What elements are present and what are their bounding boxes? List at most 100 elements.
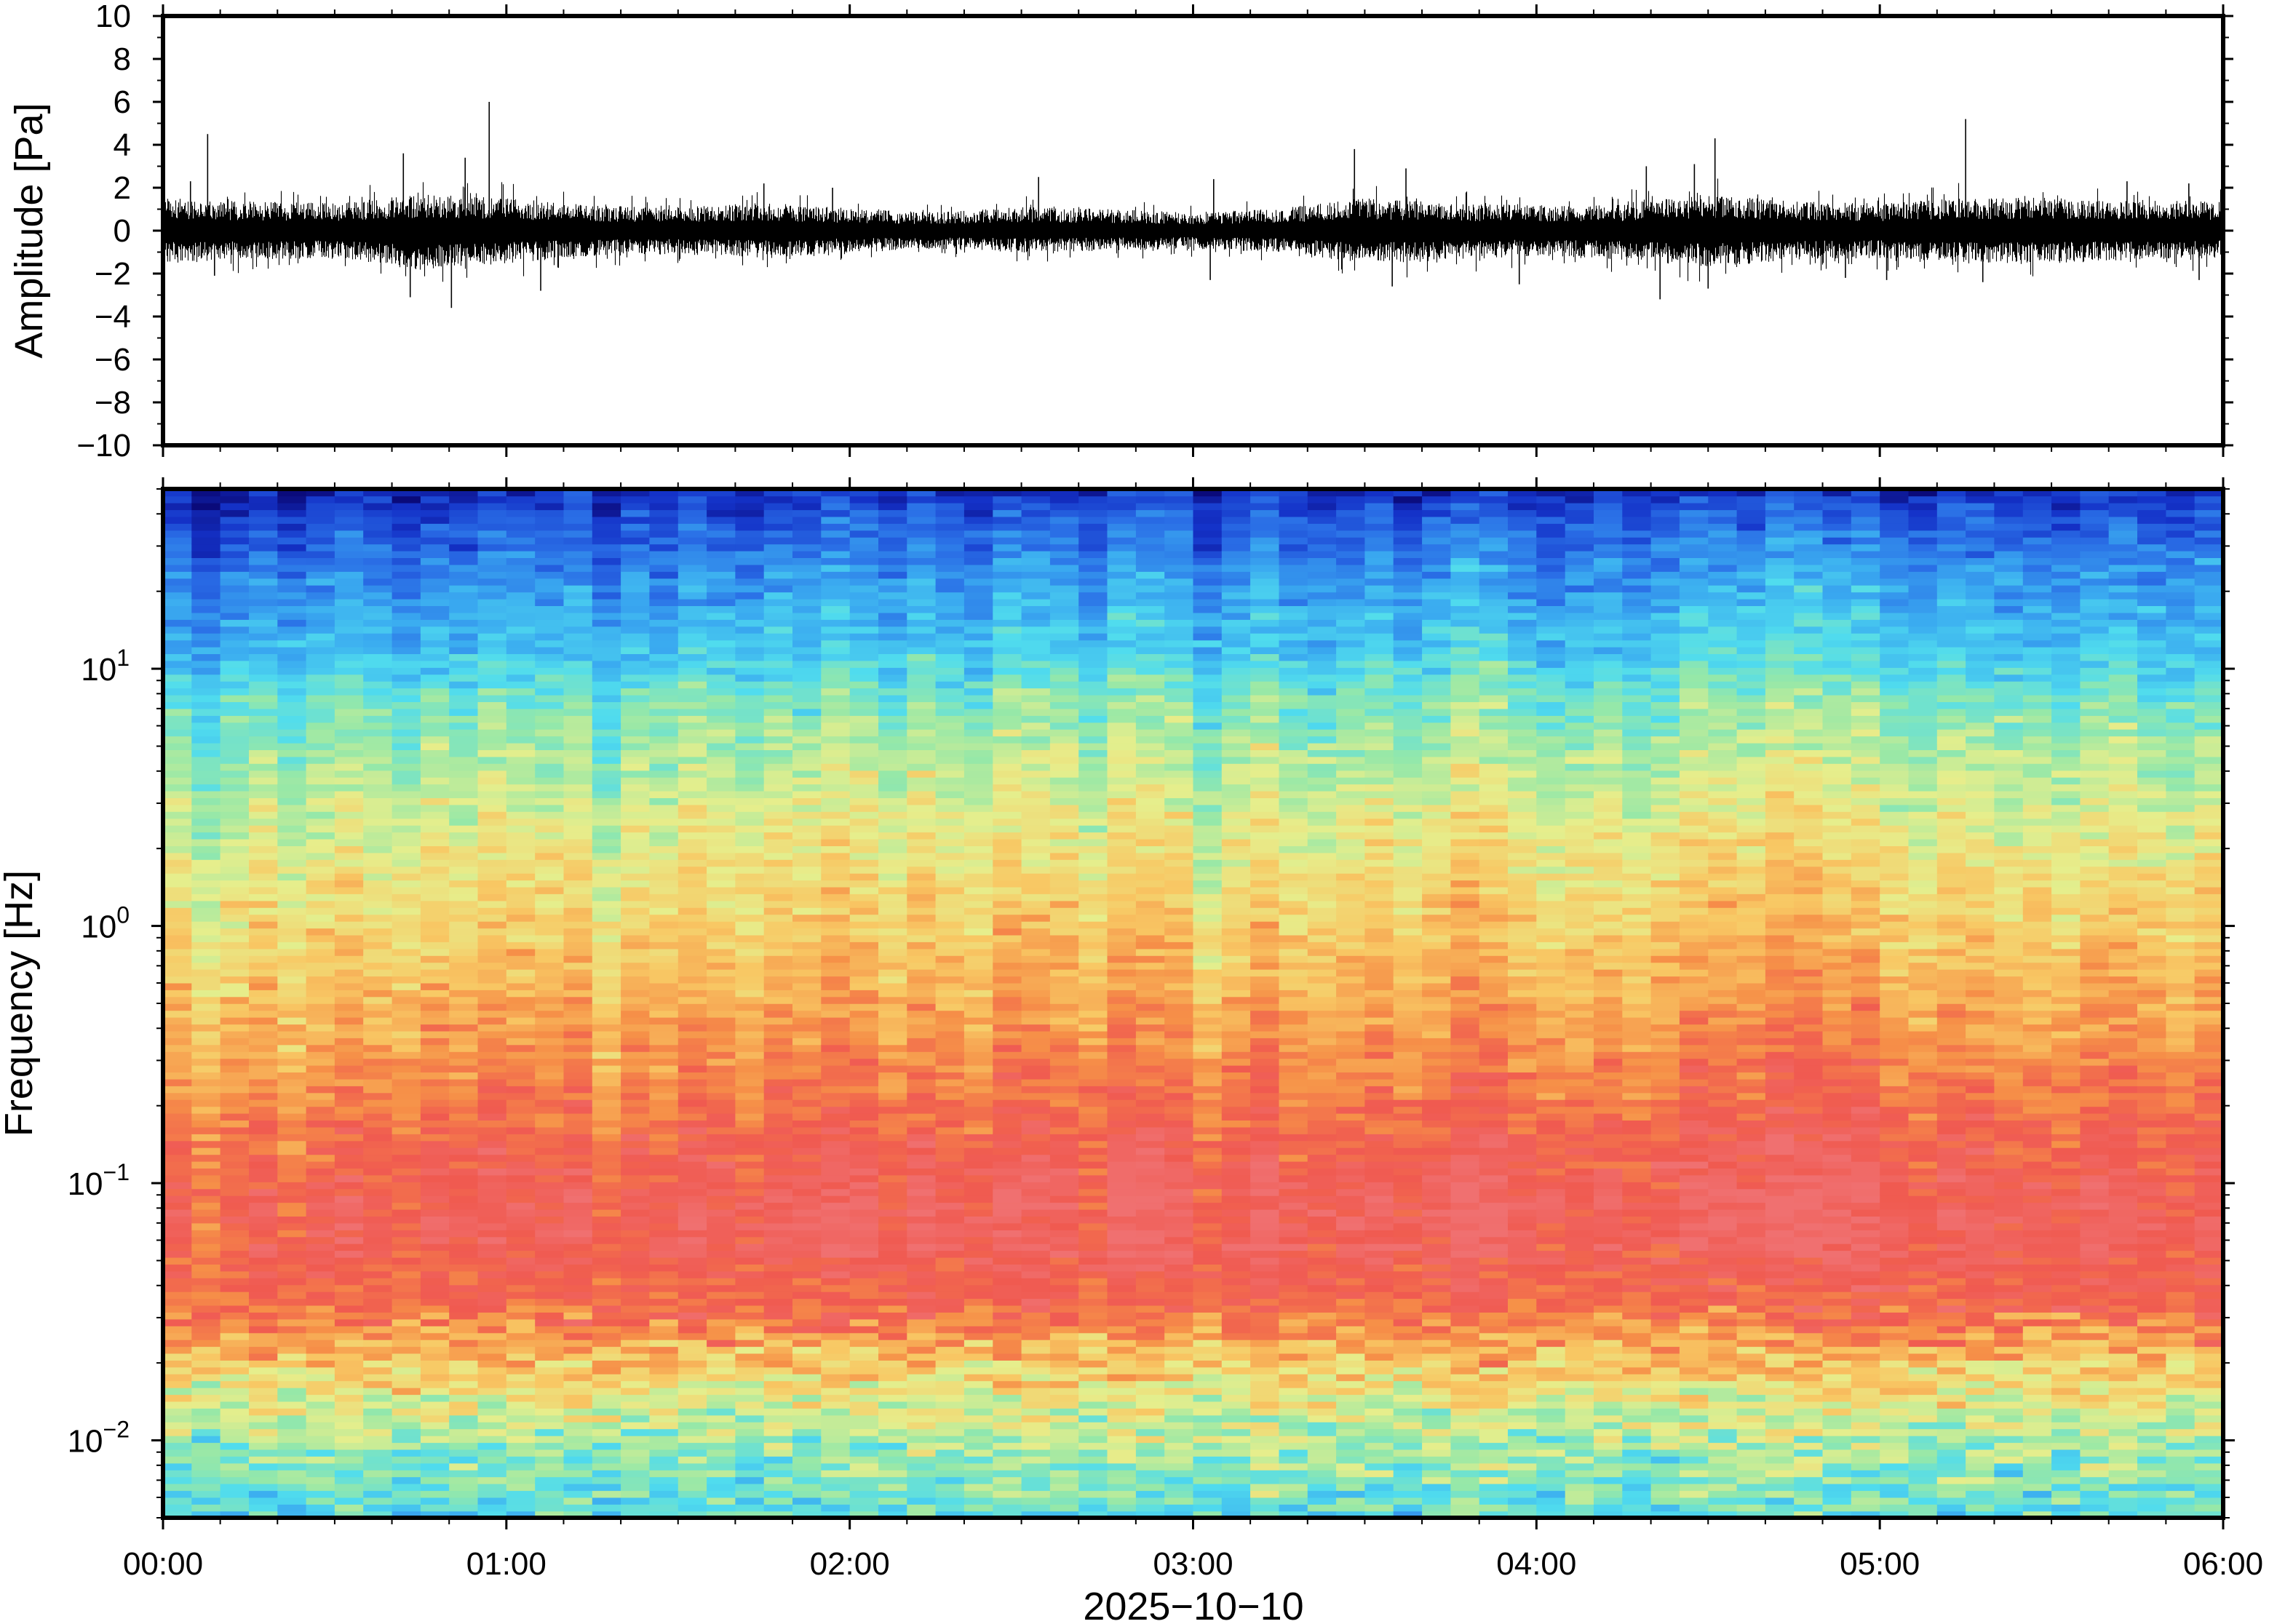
spectrogram-cell (1021, 852, 1051, 860)
spectrogram-cell (449, 859, 479, 867)
spectrogram-cell (1021, 1209, 1051, 1217)
spectrogram-cell (735, 646, 765, 654)
spectrogram-cell (563, 1202, 593, 1210)
spectrogram-cell (277, 1161, 307, 1169)
spectrogram-cell (649, 1326, 679, 1334)
spectrogram-cell (1021, 982, 1051, 990)
spectrogram-cell (220, 1195, 250, 1203)
spectrogram-cell (191, 1038, 221, 1046)
spectrogram-cell (306, 1422, 335, 1430)
spectrogram-cell (993, 934, 1022, 942)
spectrogram-cell (878, 1112, 908, 1121)
spectrogram-cell (963, 550, 993, 558)
spectrogram-cell (506, 1086, 536, 1094)
spectrogram-cell (191, 667, 221, 675)
spectrogram-cell (506, 633, 536, 641)
spectrogram-cell (392, 1195, 421, 1203)
spectrogram-cell (563, 585, 593, 593)
spectrogram-cell (849, 1099, 879, 1107)
spectrogram-cell (763, 914, 793, 922)
spectrogram-cell (963, 845, 993, 853)
spectrogram-cell (621, 976, 651, 984)
spectrogram-cell (1021, 1154, 1051, 1162)
spectrogram-cell (449, 1284, 479, 1292)
spectrogram-cell (477, 1257, 507, 1265)
spectrogram-cell (849, 893, 879, 901)
spectrogram-cell (449, 1078, 479, 1086)
spectrogram-cell (878, 1126, 908, 1134)
spectrogram-cell (392, 742, 421, 750)
spectrogram-cell (477, 701, 507, 709)
spectrogram-cell (792, 571, 822, 579)
spectrogram-cell (849, 818, 879, 826)
spectrogram-cell (563, 694, 593, 702)
spectrogram-cell (1049, 1168, 1079, 1176)
spectrogram-cell (420, 763, 450, 771)
spectrogram-cell (1049, 934, 1079, 942)
spectrogram-cell (1021, 688, 1051, 696)
spectrogram-cell (191, 763, 221, 771)
spectrogram-cell (163, 934, 193, 942)
spectrogram-cell (449, 1257, 479, 1265)
spectrogram-cell (535, 1483, 565, 1492)
spectrogram-cell (621, 1078, 651, 1086)
spectrogram-cell (1049, 1016, 1079, 1025)
spectrogram-cell (907, 1332, 937, 1340)
spectrogram-cell (163, 1222, 193, 1230)
spectrogram-cell (963, 1312, 993, 1320)
spectrogram-cell (563, 742, 593, 750)
spectrogram-cell (677, 1147, 707, 1155)
spectrogram-cell (763, 489, 793, 497)
spectrogram-cell (621, 1120, 651, 1128)
spectrogram-cell (849, 1394, 879, 1402)
spectrogram-cell (849, 1230, 879, 1238)
spectrogram-cell (963, 1353, 993, 1361)
spectrogram-cell (792, 578, 822, 586)
spectrogram-cell (477, 1243, 507, 1251)
spectrogram-cell (849, 770, 879, 778)
spectrogram-cell (935, 955, 965, 963)
spectrogram-cell (506, 852, 536, 860)
spectrogram-cell (392, 694, 421, 702)
spectrogram-cell (306, 955, 335, 963)
spectrogram-cell (763, 571, 793, 579)
spectrogram-cell (449, 845, 479, 853)
spectrogram-cell (163, 1030, 193, 1038)
spectrogram-cell (220, 1209, 250, 1217)
spectrogram-cell (363, 708, 393, 716)
spectrogram-cell (191, 852, 221, 860)
spectrogram-cell (849, 1161, 879, 1169)
spectrogram-cell (878, 1462, 908, 1470)
spectrogram-cell (735, 728, 765, 737)
spectrogram-cell (449, 502, 479, 511)
spectrogram-cell (792, 1291, 822, 1299)
spectrogram-cell (1021, 516, 1051, 524)
spectrogram-cell (477, 605, 507, 613)
spectrogram-cell (792, 1099, 822, 1107)
spectrogram-cell (821, 1332, 851, 1340)
spectrogram-cell (763, 1305, 793, 1313)
spectrogram-cell (792, 1064, 822, 1072)
spectrogram-cell (1049, 736, 1079, 744)
spectrogram-cell (993, 990, 1022, 998)
spectrogram-cell (306, 1195, 335, 1203)
spectrogram-cell (535, 550, 565, 558)
spectrogram-cell (163, 763, 193, 771)
spectrogram-cell (878, 1154, 908, 1162)
spectrogram-cell (878, 784, 908, 792)
spectrogram-cell (1021, 1305, 1051, 1313)
spectrogram-cell (563, 982, 593, 990)
spectrogram-cell (621, 776, 651, 785)
spectrogram-cell (649, 818, 679, 826)
spectrogram-cell (506, 832, 536, 840)
spectrogram-cell (792, 502, 822, 511)
spectrogram-cell (621, 1414, 651, 1422)
spectrogram-cell (420, 1360, 450, 1368)
spectrogram-cell (849, 1264, 879, 1272)
spectrogram-cell (621, 489, 651, 497)
spectrogram-cell (707, 797, 736, 805)
spectrogram-cell (191, 866, 221, 874)
spectrogram-cell (621, 1182, 651, 1190)
spectrogram-cell (363, 1243, 393, 1251)
spectrogram-cell (163, 1264, 193, 1272)
